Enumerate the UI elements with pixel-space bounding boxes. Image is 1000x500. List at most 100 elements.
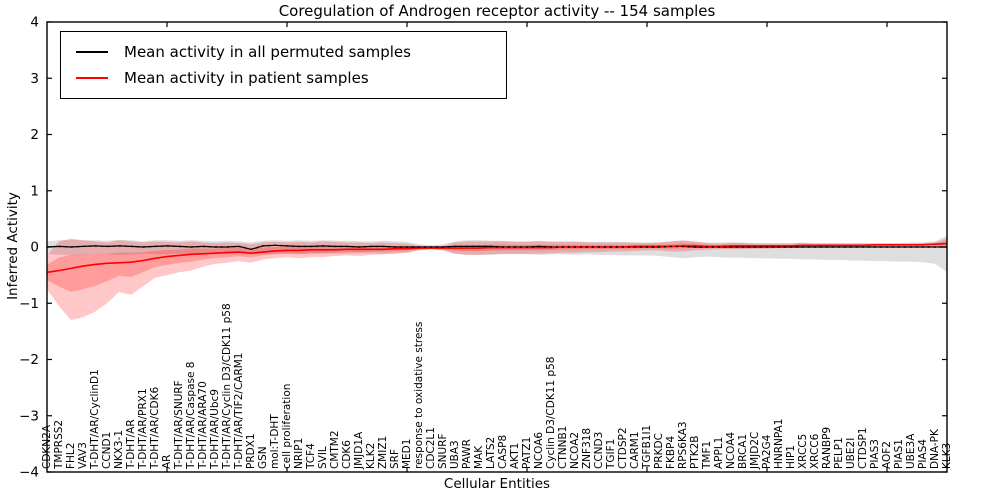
x-tick-label: SNURF (437, 433, 449, 469)
x-tick-label: cell proliferation (281, 384, 293, 469)
x-tick-label: NRIP1 (293, 438, 305, 469)
legend-entry-patient: Mean activity in patient samples (61, 69, 506, 87)
x-tick-label: ZNF318 (581, 428, 593, 469)
x-tick-label: T-DHT/AR/CDK6 (149, 387, 161, 470)
x-tick-label: CMTM2 (329, 430, 341, 469)
x-tick-label: DNA-PK (929, 428, 941, 469)
x-tick-label: PELP1 (833, 437, 845, 469)
y-tick-label: −3 (19, 408, 39, 424)
x-tick-label: NCOA6 (533, 432, 545, 469)
x-tick-label: response to oxidative stress (413, 322, 425, 469)
legend-label-permuted: Mean activity in all permuted samples (124, 42, 411, 61)
x-axis-label: Cellular Entities (443, 476, 551, 492)
x-tick-label: HIP1 (785, 445, 797, 469)
x-tick-label: BRCA1 (737, 434, 749, 469)
y-tick-label: 4 (30, 15, 39, 31)
x-tick-label: AR (161, 455, 173, 469)
x-tick-label: ZMIZ1 (377, 436, 389, 469)
x-tick-label: PTK2B (689, 435, 701, 469)
y-tick-label: −4 (19, 465, 39, 481)
x-tick-label: PRDX1 (245, 433, 257, 469)
x-tick-label: PRKDC (653, 433, 665, 469)
x-tick-label: JMJD2C (749, 432, 761, 470)
x-tick-label: SRF (389, 449, 401, 469)
y-tick-label: 3 (30, 71, 39, 87)
x-tick-label: SVIL (317, 446, 329, 469)
x-tick-label: TMPRSS2 (53, 420, 65, 470)
x-tick-label: KLK3 (941, 443, 953, 469)
y-axis-label: Inferred Activity (5, 192, 21, 300)
x-tick-label: NCOA4 (725, 432, 737, 469)
x-tick-label: FKBP4 (665, 436, 677, 469)
x-tick-label: TGFB1I1 (641, 425, 653, 470)
x-tick-label: TGIF1 (605, 439, 617, 470)
x-tick-label: AOF2 (881, 441, 893, 469)
x-tick-label: NCOA2 (569, 432, 581, 469)
patient-line-swatch (76, 77, 108, 80)
x-tick-label: PATZ1 (521, 437, 533, 469)
line-patient-mean (46, 242, 948, 274)
x-tick-label: VAV3 (77, 442, 89, 469)
x-tick-label: HNRNPA1 (773, 419, 785, 469)
x-tick-label: T-DHT/AR/PRX1 (137, 388, 149, 470)
x-tick-label: RANBP9 (821, 427, 833, 469)
x-tick-label: CDC2L1 (425, 427, 437, 469)
x-tick-label: JMJD1A (353, 431, 365, 470)
x-tick-label: LATS2 (485, 437, 497, 469)
x-tick-label: UBE2I (845, 438, 857, 469)
x-tick-label: T-DHT/AR/Ubc9 (209, 389, 221, 470)
y-tick-label: 2 (30, 127, 39, 143)
x-tick-label: T-DHT/AR/TIF2/CARM1 (233, 352, 245, 470)
x-tick-label: T-DHT/AR/Caspase 8 (185, 362, 197, 470)
x-tick-label: MED1 (401, 439, 413, 469)
x-tick-label: PIAS3 (869, 439, 881, 469)
x-tick-label: T-DHT/AR (125, 419, 137, 470)
legend: Mean activity in all permuted samples Me… (60, 31, 507, 99)
legend-label-patient: Mean activity in patient samples (124, 69, 369, 88)
x-tick-label: CCND1 (101, 432, 113, 469)
y-tick-label: −2 (19, 352, 39, 368)
x-tick-label: FHL2 (65, 443, 77, 469)
x-tick-label: CTNNB1 (557, 426, 569, 469)
x-tick-label: APPL1 (713, 437, 725, 469)
x-tick-label: PIAS1 (893, 439, 905, 469)
x-tick-label: CDKN2A (41, 424, 53, 469)
x-tick-label: UBE3A (905, 433, 917, 469)
x-tick-label: CTDSP2 (617, 427, 629, 469)
x-tick-label: NKX3-1 (113, 430, 125, 469)
y-tick-label: 0 (30, 240, 39, 256)
y-tick-label: −1 (19, 296, 39, 312)
x-tick-label: T-DHT/AR/ARA70 (197, 381, 209, 470)
x-tick-label: CARM1 (629, 431, 641, 469)
x-tick-label: Cyclin D3/CDK11 p58 (545, 357, 557, 469)
x-tick-label: T-DHT/AR/CyclinD1 (89, 369, 101, 470)
x-tick-label: CDK6 (341, 440, 353, 469)
band-patient-range-inner (47, 241, 947, 292)
x-tick-label: CASP8 (497, 435, 509, 469)
x-tick-label: XRCC5 (797, 434, 809, 469)
x-tick-label: AKT1 (509, 443, 521, 469)
x-tick-label: mol:T-DHT (269, 414, 281, 469)
x-tick-label: RPS6KA3 (677, 421, 689, 469)
x-tick-label: PIAS4 (917, 439, 929, 469)
permuted-line-swatch (76, 50, 108, 53)
chart-title: Coregulation of Androgen receptor activi… (278, 2, 716, 20)
x-tick-label: MAK (473, 445, 485, 469)
x-tick-label: TCF4 (305, 443, 317, 470)
x-tick-label: CCND3 (593, 432, 605, 469)
x-tick-label: KLK2 (365, 443, 377, 469)
legend-entry-permuted: Mean activity in all permuted samples (61, 43, 506, 61)
x-tick-label: PAWR (461, 439, 473, 469)
line-permuted-mean-dashes (46, 244, 947, 251)
x-tick-label: GSN (257, 446, 269, 469)
x-tick-label: TMF1 (701, 441, 713, 470)
x-tick-label: PA2G4 (761, 434, 773, 469)
y-tick-label: 1 (30, 183, 39, 199)
x-tick-label: XRCC6 (809, 433, 821, 469)
x-tick-label: CTDSP1 (857, 427, 869, 469)
x-tick-label: T-DHT/AR/SNURF (173, 380, 185, 470)
x-tick-label: UBA3 (449, 440, 461, 469)
x-tick-label: T-DHT/AR/Cyclin D3/CDK11 p58 (221, 303, 233, 470)
